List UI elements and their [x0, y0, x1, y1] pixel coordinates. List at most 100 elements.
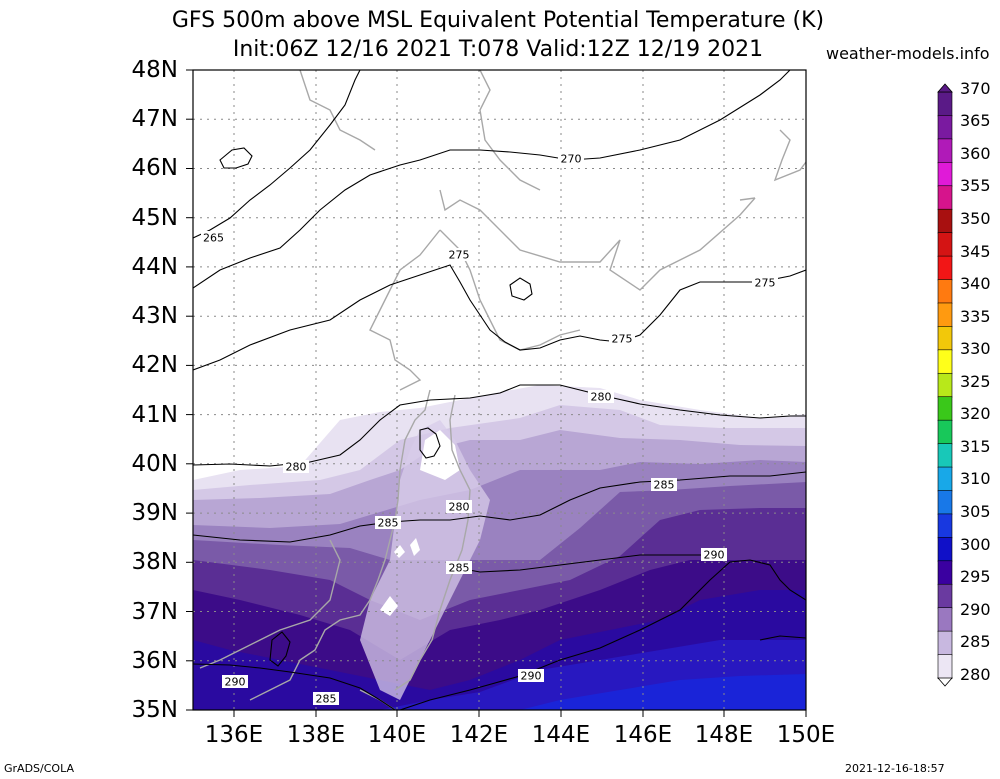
svg-text:270: 270 [561, 153, 582, 166]
colorbar-label: 365 [960, 111, 991, 130]
theta-e-field [193, 70, 806, 710]
colorbar-segment [937, 162, 953, 187]
colorbar-segment [937, 513, 953, 539]
colorbar-segment [937, 232, 953, 257]
lat-label: 47N [131, 106, 178, 132]
svg-text:290: 290 [225, 676, 246, 689]
colorbar-segment [937, 185, 953, 211]
plot-frame [192, 69, 807, 711]
colorbar-label: 280 [960, 665, 991, 684]
colorbar-segment [937, 537, 953, 562]
colorbar-label: 320 [960, 404, 991, 423]
colorbar-label: 315 [960, 437, 991, 456]
colorbar-segment [937, 560, 953, 586]
colorbar-segment [937, 91, 953, 117]
map-subtitle: Init:06Z 12/16 2021 T:078 Valid:12Z 12/1… [232, 37, 764, 62]
colorbar-top-arrow [937, 83, 953, 93]
contour-label: 280 [588, 390, 614, 404]
svg-text:275: 275 [755, 277, 776, 290]
lat-label: 35N [131, 697, 178, 723]
colorbar-segment [937, 607, 953, 633]
contour-label: 265 [201, 231, 226, 245]
svg-text:290: 290 [521, 670, 542, 683]
contour-label: 285 [446, 561, 472, 575]
lon-label: 140E [367, 722, 427, 748]
svg-text:285: 285 [378, 517, 399, 530]
contour-label: 285 [313, 692, 339, 706]
contour-label: 285 [375, 516, 401, 530]
lon-label: 138E [286, 722, 346, 748]
colorbar-label: 285 [960, 632, 991, 651]
lat-label: 37N [131, 599, 178, 625]
colorbar-segment [937, 255, 953, 281]
contour-label: 275 [609, 332, 635, 346]
lat-label: 43N [131, 303, 178, 329]
colorbar-label: 325 [960, 372, 991, 391]
contour-label: 290 [222, 675, 248, 689]
grid-lines [193, 70, 806, 710]
svg-text:275: 275 [449, 249, 470, 262]
colorbar-label: 330 [960, 339, 991, 358]
lat-label: 44N [131, 254, 178, 280]
colorbar-segment [937, 279, 953, 304]
lat-label: 38N [131, 549, 178, 575]
contour-labels: 265 270 275 275 275 280 280 280 285 285 … [201, 152, 778, 706]
colorbar-label: 360 [960, 144, 991, 163]
lat-label: 40N [131, 451, 178, 477]
map-title: GFS 500m above MSL Equivalent Potential … [171, 8, 825, 33]
software-credit: GrADS/COLA [4, 762, 74, 775]
lat-label: 46N [131, 155, 178, 181]
colorbar-segment [937, 302, 953, 328]
colorbar-segment [937, 490, 953, 515]
contour-label: 275 [752, 276, 778, 290]
svg-text:280: 280 [591, 391, 612, 404]
svg-text:290: 290 [704, 549, 725, 562]
colorbar-segment [937, 443, 953, 468]
colorbar-segment [937, 138, 953, 164]
contour-label: 280 [283, 460, 309, 474]
svg-text:285: 285 [316, 693, 337, 706]
svg-text:275: 275 [612, 333, 633, 346]
colorbar-segment [937, 419, 953, 445]
lon-label: 150E [776, 722, 836, 748]
colorbar-segment [937, 349, 953, 375]
lon-label: 148E [694, 722, 754, 748]
site-credit: weather-models.info [826, 44, 990, 63]
colorbar-label: 335 [960, 307, 991, 326]
colorbar-label: 305 [960, 502, 991, 521]
lon-label: 136E [204, 722, 264, 748]
svg-text:285: 285 [654, 479, 675, 492]
colorbar-segment [937, 583, 953, 609]
lon-label: 146E [613, 722, 673, 748]
lat-label: 42N [131, 352, 178, 378]
colorbar-segment [937, 396, 953, 422]
svg-text:285: 285 [449, 562, 470, 575]
contour-label: 290 [701, 548, 727, 562]
contour-label: 280 [446, 500, 472, 514]
colorbar-segment [937, 208, 953, 234]
colorbar-segment [937, 630, 953, 656]
generated-timestamp: 2021-12-16-18:57 [845, 762, 945, 775]
lon-label: 142E [449, 722, 509, 748]
colorbar-segment [937, 326, 953, 351]
colorbar-label: 295 [960, 567, 991, 586]
contour-label: 290 [518, 669, 544, 683]
lat-label: 41N [131, 402, 178, 428]
colorbar-segment [937, 466, 953, 492]
colorbar-label: 370 [960, 79, 991, 98]
colorbar [937, 83, 953, 687]
colorbar-label: 300 [960, 535, 991, 554]
axis-ticks [186, 69, 807, 717]
colorbar-segment [937, 115, 953, 140]
colorbar-label: 350 [960, 209, 991, 228]
svg-text:280: 280 [286, 461, 307, 474]
colorbar-bottom-arrow [937, 677, 953, 687]
lat-label: 45N [131, 205, 178, 231]
lat-label: 48N [131, 57, 178, 83]
lat-label: 39N [131, 500, 178, 526]
contour-label: 270 [558, 152, 584, 166]
contour-label: 275 [446, 248, 472, 262]
lon-label: 144E [531, 722, 591, 748]
lat-label: 36N [131, 648, 178, 674]
